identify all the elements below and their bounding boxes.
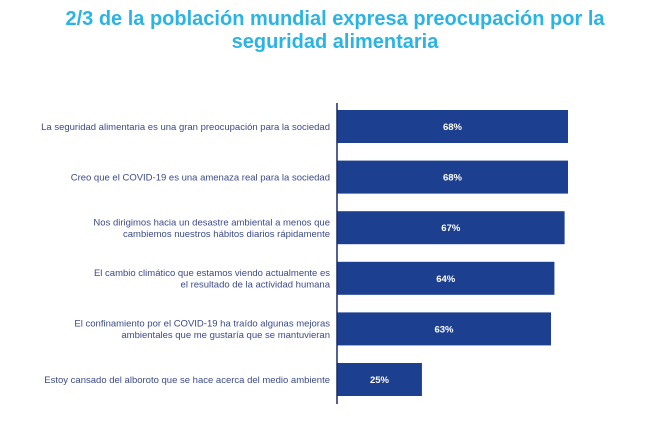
bar-6 (337, 363, 422, 396)
category-label: Estoy cansado del alboroto que se hace a… (44, 375, 330, 386)
category-label: ambientales que me gustaría que se mantu… (121, 330, 330, 341)
category-label: Nos dirigimos hacia un desastre ambienta… (93, 217, 330, 228)
bar-4 (337, 261, 555, 295)
bar-1 (337, 110, 568, 143)
chart-title-line-1: 2/3 de la población mundial expresa preo… (65, 8, 605, 30)
chart-title: 2/3 de la población mundial expresa preo… (0, 8, 670, 54)
category-label: cambiemos nuestros hábitos diarios rápid… (123, 229, 330, 240)
bar-value-label: 25% (370, 375, 390, 386)
category-label: El confinamiento por el COVID-19 ha traí… (74, 319, 330, 330)
category-label: El cambio climático que estamos viendo a… (94, 268, 330, 279)
bar-3 (337, 211, 565, 245)
bar-2 (337, 160, 568, 194)
bar-value-label: 63% (434, 324, 454, 335)
category-label: La seguridad alimentaria es una gran pre… (41, 122, 330, 133)
bar-value-label: 67% (441, 223, 461, 234)
bar-value-label: 68% (443, 122, 463, 133)
category-label: el resultado de la actividad humana (181, 280, 331, 291)
bar-value-label: 68% (443, 173, 463, 184)
bar-5 (337, 312, 552, 346)
bar-value-label: 64% (436, 274, 456, 285)
chart-title-line-2: seguridad alimentaria (231, 31, 439, 53)
category-label: Creo que el COVID-19 es una amenaza real… (71, 173, 330, 184)
